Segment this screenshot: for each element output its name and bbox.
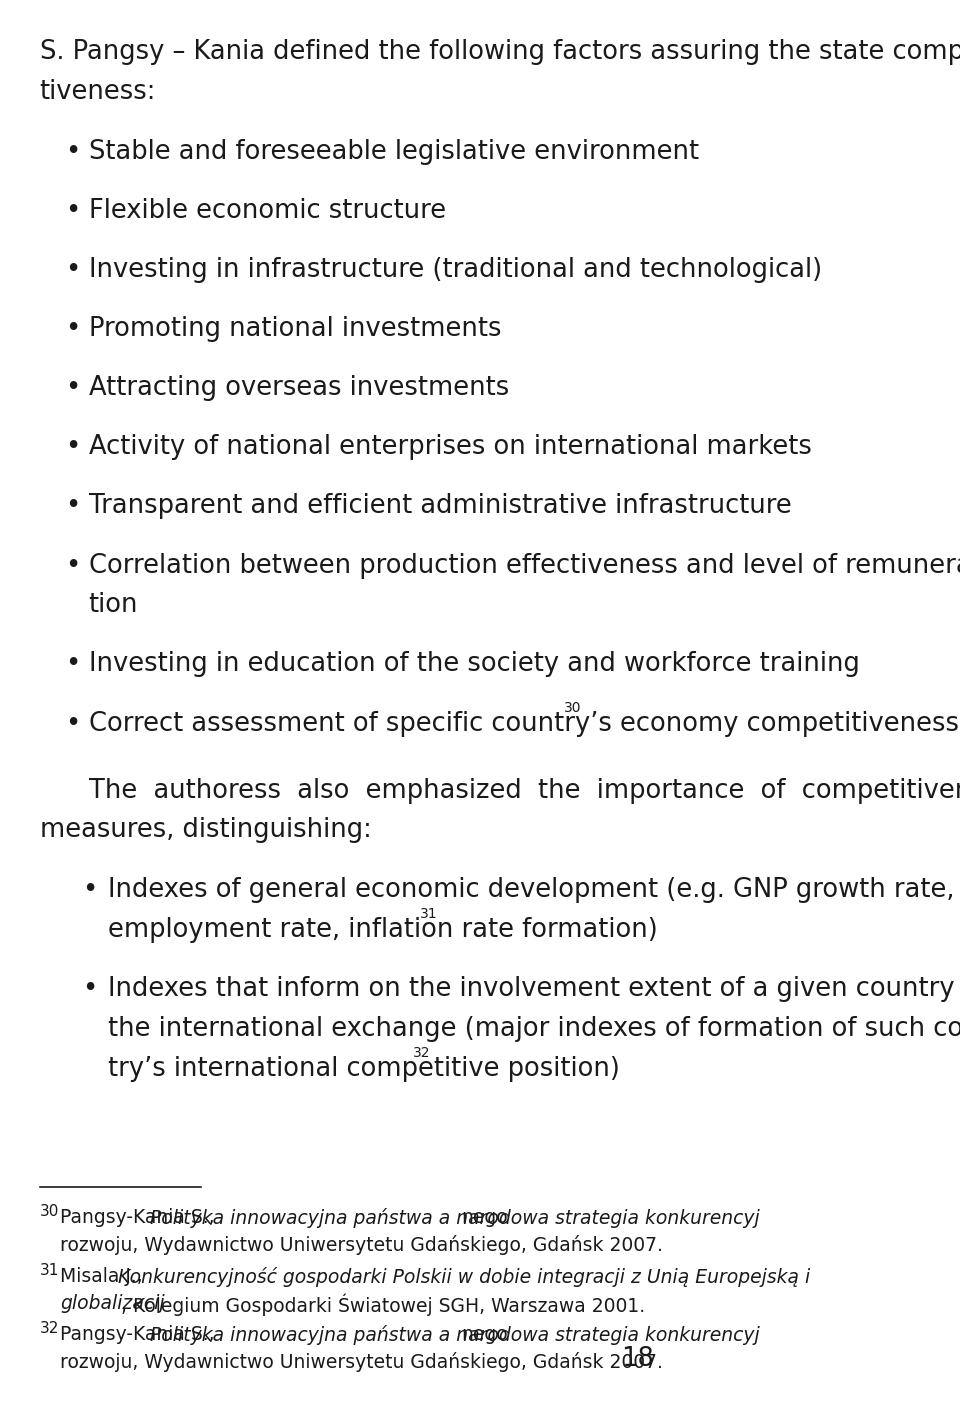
Text: tion: tion: [88, 592, 138, 619]
Text: Polityka innowacyjna państwa a narodowa strategia konkurencyj: Polityka innowacyjna państwa a narodowa …: [150, 1208, 759, 1228]
Text: •: •: [82, 976, 97, 1002]
Text: •: •: [65, 435, 80, 460]
Text: 31: 31: [420, 908, 438, 922]
Text: rozwoju, Wydawnictwo Uniwersytetu Gdańskiego, Gdańsk 2007.: rozwoju, Wydawnictwo Uniwersytetu Gdańsk…: [60, 1352, 663, 1372]
Text: The  authoress  also  emphasized  the  importance  of  competitiveness: The authoress also emphasized the import…: [88, 777, 960, 804]
Text: 30: 30: [39, 1204, 59, 1219]
Text: •: •: [65, 139, 80, 164]
Text: •: •: [65, 198, 80, 224]
Text: employment rate, inflation rate formation): employment rate, inflation rate formatio…: [108, 918, 658, 943]
Text: •: •: [65, 710, 80, 737]
Text: •: •: [65, 553, 80, 578]
Text: 32: 32: [413, 1047, 430, 1061]
Text: the international exchange (major indexes of formation of such coun-: the international exchange (major indexe…: [108, 1016, 960, 1042]
Text: Polityka innowacyjna państwa a narodowa strategia konkurencyj: Polityka innowacyjna państwa a narodowa …: [150, 1326, 759, 1345]
Text: Activity of national enterprises on international markets: Activity of national enterprises on inte…: [88, 435, 811, 460]
Text: Promoting national investments: Promoting national investments: [88, 316, 501, 342]
Text: nego: nego: [462, 1208, 508, 1228]
Text: Correct assessment of specific country’s economy competitiveness: Correct assessment of specific country’s…: [88, 710, 959, 737]
Text: try’s international competitive position): try’s international competitive position…: [108, 1055, 619, 1082]
Text: measures, distinguishing:: measures, distinguishing:: [39, 818, 372, 843]
Text: Konkurencyjność gospodarki Polskii w dobie integracji z Unią Europejską i: Konkurencyjność gospodarki Polskii w dob…: [118, 1267, 810, 1287]
Text: •: •: [65, 375, 80, 401]
Text: rozwoju, Wydawnictwo Uniwersytetu Gdańskiego, Gdańsk 2007.: rozwoju, Wydawnictwo Uniwersytetu Gdańsk…: [60, 1236, 663, 1256]
Text: Stable and foreseeable legislative environment: Stable and foreseeable legislative envir…: [88, 139, 699, 164]
Text: Indexes of general economic development (e.g. GNP growth rate, un-: Indexes of general economic development …: [108, 877, 960, 904]
Text: •: •: [65, 316, 80, 342]
Text: 31: 31: [39, 1263, 59, 1278]
Text: , Kolegium Gospodarki Światowej SGH, Warszawa 2001.: , Kolegium Gospodarki Światowej SGH, War…: [121, 1294, 645, 1316]
Text: •: •: [82, 877, 97, 904]
Text: •: •: [65, 257, 80, 283]
Text: 30: 30: [564, 700, 582, 714]
Text: Misala J.,: Misala J.,: [60, 1267, 149, 1285]
Text: •: •: [65, 651, 80, 678]
Text: tiveness:: tiveness:: [39, 79, 156, 105]
Text: Indexes that inform on the involvement extent of a given country in: Indexes that inform on the involvement e…: [108, 976, 960, 1002]
Text: Transparent and efficient administrative infrastructure: Transparent and efficient administrative…: [88, 494, 791, 519]
Text: Investing in infrastructure (traditional and technological): Investing in infrastructure (traditional…: [88, 257, 822, 283]
Text: Flexible economic structure: Flexible economic structure: [88, 198, 445, 224]
Text: Pangsy-Kania S.,: Pangsy-Kania S.,: [60, 1208, 221, 1228]
Text: Investing in education of the society and workforce training: Investing in education of the society an…: [88, 651, 859, 678]
Text: Pangsy-Kania S.,: Pangsy-Kania S.,: [60, 1326, 221, 1344]
Text: S. Pangsy – Kania defined the following factors assuring the state competi-: S. Pangsy – Kania defined the following …: [39, 39, 960, 66]
Text: Attracting overseas investments: Attracting overseas investments: [88, 375, 509, 401]
Text: 32: 32: [39, 1322, 59, 1336]
Text: 18: 18: [620, 1345, 654, 1372]
Text: Correlation between production effectiveness and level of remunera-: Correlation between production effective…: [88, 553, 960, 578]
Text: nego: nego: [462, 1326, 508, 1344]
Text: globalizacij: globalizacij: [60, 1294, 165, 1313]
Text: •: •: [65, 494, 80, 519]
